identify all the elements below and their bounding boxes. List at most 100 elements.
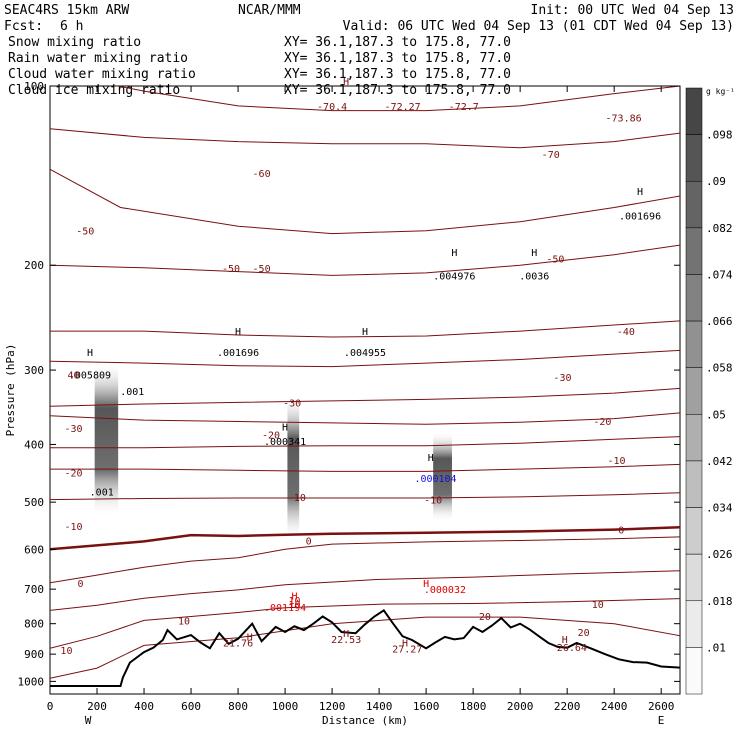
- colorbar-label: .01: [706, 641, 726, 654]
- maxima-label: .000341: [264, 437, 306, 448]
- field-xy: XY= 36.1,187.3 to 175.8, 77.0: [284, 51, 511, 66]
- contour-label: -60: [253, 169, 271, 180]
- maxima-label: H: [291, 592, 297, 603]
- field-name: Cloud ice mixing ratio: [8, 83, 180, 98]
- x-tick-label: 2600: [648, 700, 675, 713]
- fcst-value: 6 h: [60, 19, 83, 34]
- x-tick-label: 400: [134, 700, 154, 713]
- colorbar-label: .05: [706, 408, 726, 421]
- endpoint-west: W: [85, 714, 92, 727]
- contour-label: 10: [60, 646, 72, 657]
- contour-line: [50, 387, 680, 407]
- y-tick-label: 900: [24, 648, 44, 661]
- maxima-label: 26.64: [557, 643, 587, 654]
- contour-label: -10: [424, 496, 442, 507]
- field-name: Rain water mixing ratio: [8, 51, 188, 66]
- colorbar: .098 .09 .082 .074 .066 .058 .05 .042 .034 .026 .0…: [685, 87, 733, 695]
- contour-line: [50, 412, 680, 425]
- maxima-label: H: [637, 187, 643, 198]
- colorbar-swatch: [685, 320, 703, 368]
- x-tick-label: 1800: [460, 700, 487, 713]
- y-tick-label: 600: [24, 543, 44, 556]
- contour-label: -40: [617, 327, 635, 338]
- colorbar-label: .082: [706, 222, 733, 235]
- maxima-label: -70.4: [317, 102, 347, 113]
- contour-line: [50, 598, 680, 649]
- x-tick-label: 600: [181, 700, 201, 713]
- colorbar-swatch: [685, 600, 703, 648]
- colorbar-label: .034: [706, 502, 733, 515]
- contour-labels: -50 -60 -50 -50 -70 -50 -40 -30 -30 -30 -20 -20 -10 -…: [60, 150, 635, 657]
- y-axis-title: Pressure (hPa): [4, 344, 17, 437]
- maxima-label: -73.86: [606, 114, 642, 125]
- contour-line: [50, 492, 680, 501]
- colorbar-label: .074: [706, 268, 733, 281]
- maxima-label: H: [87, 348, 93, 359]
- x-tick-label: 2200: [554, 700, 581, 713]
- colorbar-label: .018: [706, 595, 733, 608]
- contour-label: -10: [607, 456, 625, 467]
- contour-line: [50, 463, 680, 472]
- maxima-label: H: [451, 248, 457, 259]
- maxima-label: .001: [90, 488, 114, 499]
- contour-line: [50, 320, 680, 338]
- field-name: Cloud water mixing ratio: [8, 67, 196, 82]
- colorbar-label: .098: [706, 129, 733, 142]
- field-legend: Snow mixing ratio XY= 36.1,187.3 to 175.8…: [8, 35, 511, 98]
- contour-label: -30: [553, 373, 571, 384]
- y-tick-label: 1000: [18, 675, 45, 688]
- maxima-label: .0036: [519, 271, 549, 282]
- field-xy: XY= 36.1,187.3 to 175.8, 77.0: [284, 83, 511, 98]
- contour-label: -50: [253, 264, 271, 275]
- colorbar-label: .042: [706, 455, 733, 468]
- temperature-contours: [50, 86, 680, 679]
- colorbar-label: .066: [706, 315, 733, 328]
- x-tick-label: 1400: [366, 700, 393, 713]
- colorbar-swatch: [685, 367, 703, 415]
- x-tick-label: 1600: [413, 700, 440, 713]
- contour-label: 0: [78, 579, 84, 590]
- colorbar-swatch: [685, 274, 703, 322]
- maxima-label: H: [402, 638, 408, 649]
- maxima-labels: H -70.4 -72.27 -72.7 -73.86 H .001696 H .004976 H…: [67, 77, 661, 656]
- y-tick-label: 100: [24, 80, 44, 93]
- contour-line: [50, 244, 680, 276]
- x-axis-title: Distance (km): [322, 714, 408, 727]
- y-tick-label: 800: [24, 618, 44, 631]
- hydrometeor-column: [287, 394, 300, 541]
- contour-label: -20: [593, 417, 611, 428]
- maxima-label: .001194: [264, 603, 306, 614]
- maxima-label: H: [282, 422, 288, 433]
- maxima-label: 27.27: [392, 644, 422, 655]
- colorbar-swatch: [685, 227, 703, 275]
- colorbar-swatch: [685, 134, 703, 182]
- maxima-label: -20: [262, 431, 280, 442]
- x-tick-label: 0: [47, 700, 54, 713]
- x-tick-label: 200: [87, 700, 107, 713]
- colorbar-swatch: [685, 460, 703, 508]
- x-tick-label: 1000: [272, 700, 299, 713]
- maxima-label: H: [562, 635, 568, 646]
- colorbar-swatch: [685, 507, 703, 555]
- maxima-label: .004955: [344, 348, 386, 359]
- maxima-label: .000104: [414, 474, 456, 485]
- maxima-label: .004976: [433, 271, 475, 282]
- maxima-label: H: [423, 579, 429, 590]
- colorbar-label: .058: [706, 362, 733, 375]
- valid-time: Valid: 06 UTC Wed 04 Sep 13 (01 CDT Wed …: [343, 19, 734, 34]
- x-tick-label: 800: [228, 700, 248, 713]
- field-name: Snow mixing ratio: [8, 35, 141, 50]
- terrain-path: [50, 609, 680, 687]
- maxima-label: H: [531, 248, 537, 259]
- colorbar-swatch: [685, 647, 703, 695]
- contour-label: -30: [283, 398, 301, 409]
- colorbar-swatch: [685, 180, 703, 229]
- contour-line: [50, 128, 680, 149]
- colorbar-swatch: [685, 553, 703, 602]
- contour-label: 10: [178, 616, 190, 627]
- maxima-label: .005809: [69, 370, 111, 381]
- maxima-label: .001696: [217, 348, 259, 359]
- colorbar-label: .09: [706, 175, 726, 188]
- maxima-label: 10: [288, 596, 300, 607]
